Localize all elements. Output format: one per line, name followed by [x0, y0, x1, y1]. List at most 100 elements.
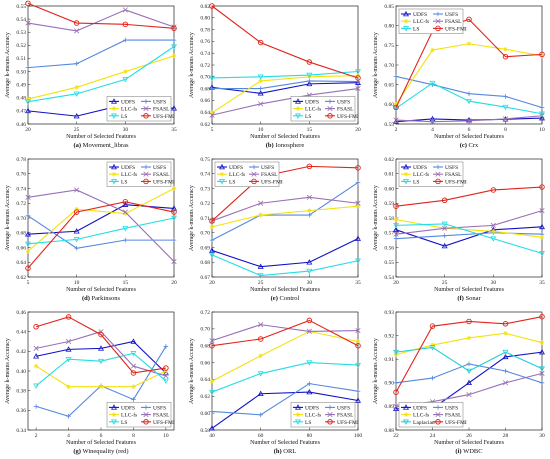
- data-point: [307, 381, 312, 386]
- legend-marker: [327, 405, 333, 410]
- data-point: [258, 86, 263, 91]
- x-tick-label: 30: [539, 433, 545, 439]
- series-udfs: [33, 338, 169, 376]
- x-tick-label: 35: [539, 280, 545, 286]
- y-tick-label: 0.70: [200, 231, 210, 237]
- panel-dataset-name: Sonar: [464, 295, 482, 302]
- x-tick-label: 6: [468, 127, 471, 133]
- legend-marker: [435, 25, 441, 32]
- y-tick-label: 0.48: [16, 96, 26, 102]
- data-point: [466, 16, 472, 23]
- y-tick-label: 0.66: [200, 98, 210, 104]
- legend-entry: FSASL: [433, 412, 462, 419]
- data-point: [355, 165, 361, 171]
- legend-entry: LLC-fs: [401, 18, 429, 25]
- y-tick-label: 0.57: [384, 231, 394, 237]
- panel-caption: (h) ORL: [274, 448, 297, 455]
- series-line: [27, 215, 174, 249]
- data-point: [25, 265, 31, 271]
- legend-label: LS: [121, 420, 127, 426]
- legend-entry: FSASL: [141, 106, 170, 113]
- data-point: [209, 110, 215, 116]
- y-axis-label: Average k-means Accuracy: [373, 338, 379, 404]
- x-tick-label: 30: [123, 127, 129, 133]
- legend-entry: UDFS: [109, 163, 135, 171]
- legend-label: FSASL: [445, 172, 462, 178]
- data-point: [502, 321, 509, 327]
- data-point: [257, 336, 264, 342]
- data-point: [442, 233, 447, 238]
- data-point: [33, 363, 39, 369]
- data-point: [258, 353, 263, 359]
- y-tick-label: 0.61: [384, 172, 394, 178]
- legend-label: UDFS: [413, 405, 427, 411]
- data-point: [502, 53, 509, 60]
- data-point: [502, 349, 509, 356]
- data-point: [355, 258, 361, 264]
- data-point: [171, 237, 177, 243]
- x-tick-label: 10: [74, 280, 80, 286]
- data-point: [122, 7, 128, 13]
- legend-marker: [143, 113, 149, 119]
- data-point: [98, 331, 104, 338]
- x-tick-label: 80: [307, 433, 313, 439]
- panel-letter: (h): [274, 448, 282, 455]
- x-tick-label: 4: [67, 433, 70, 439]
- chart-panel-g: 0.34 0.36 0.38 0.40 0.42 0.44 0.46 2 4 6 8 10 Number…: [5, 310, 175, 455]
- x-tick-label: 4: [431, 127, 434, 133]
- legend-marker: [435, 419, 441, 425]
- data-point: [25, 96, 31, 102]
- y-tick-label: 0.93: [384, 310, 394, 316]
- legend-marker: [403, 419, 409, 425]
- chart-panel-c: 0.55 0.60 0.65 0.70 0.75 0.80 0.85 2 4 6 8 10 Number…: [373, 4, 545, 149]
- legend-marker: [435, 405, 441, 410]
- legend-marker: [403, 10, 409, 17]
- y-tick-label: 0.85: [384, 4, 394, 10]
- panel-letter: (c): [460, 142, 467, 149]
- y-tick-label: 0.34: [16, 428, 26, 434]
- data-point: [429, 115, 436, 122]
- series-line: [211, 182, 359, 241]
- data-point: [355, 362, 361, 369]
- data-point: [74, 187, 80, 193]
- legend-marker: [111, 179, 117, 185]
- y-tick-label: 0.69: [200, 245, 210, 251]
- legend-entry: USFS: [141, 99, 166, 105]
- data-point: [539, 251, 545, 257]
- data-point: [74, 206, 79, 212]
- data-point: [466, 98, 472, 105]
- data-point: [98, 345, 104, 351]
- data-point: [393, 389, 399, 395]
- legend-marker: [143, 419, 149, 425]
- series-line: [211, 391, 359, 429]
- data-point: [429, 80, 436, 87]
- y-tick-label: 0.59: [384, 201, 394, 207]
- panel-letter: (e): [271, 295, 278, 302]
- legend-entry: UDFS: [293, 98, 319, 105]
- data-point: [258, 78, 263, 84]
- legend: UDFS USFS LLC-fs FSASL LS UFS-FMI: [290, 96, 359, 122]
- data-point: [503, 46, 508, 52]
- x-tick-label: 20: [393, 280, 399, 286]
- legend-marker: [143, 99, 149, 104]
- x-tick-label: 20: [355, 127, 361, 133]
- legend-label: LS: [305, 420, 311, 426]
- data-point: [25, 20, 31, 26]
- legend-marker: [251, 164, 257, 170]
- data-point: [209, 86, 215, 91]
- panel-caption: (d) Parkinsons: [82, 295, 121, 302]
- legend-entry: USFS: [249, 164, 274, 171]
- x-tick-label: 40: [209, 433, 215, 439]
- y-tick-label: 0.68: [200, 86, 210, 92]
- y-axis-label: Average k-means Accuracy: [5, 32, 11, 98]
- legend-entry: Laplacian: [401, 419, 435, 426]
- legend-label: FSASL: [445, 19, 462, 25]
- series-ufs-fmi: [25, 0, 177, 32]
- data-point: [33, 324, 39, 330]
- y-tick-label: 0.46: [16, 122, 26, 128]
- data-point: [441, 221, 448, 228]
- legend-marker: [435, 171, 441, 177]
- series-line: [212, 80, 359, 90]
- panel-caption: (g) Winequality (red): [73, 448, 128, 455]
- data-point: [73, 20, 80, 26]
